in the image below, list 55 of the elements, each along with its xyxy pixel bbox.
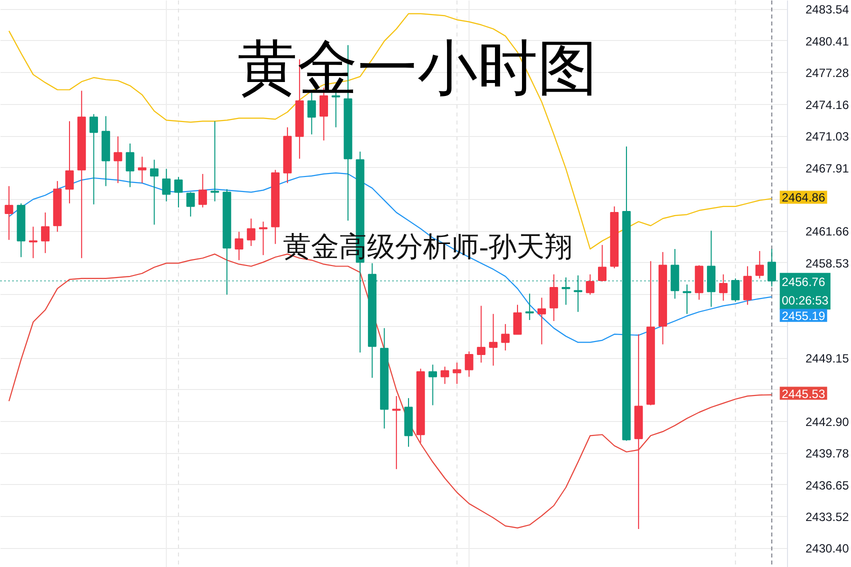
- y-tick-label: 2449.15: [806, 352, 850, 366]
- candlestick: [586, 274, 594, 296]
- candlestick: [89, 114, 98, 205]
- candlestick: [598, 244, 607, 282]
- candlestick: [428, 364, 437, 406]
- candlestick: [126, 143, 134, 188]
- y-tick-label: 2433.52: [806, 510, 850, 524]
- data-label: 2455.19: [782, 308, 826, 323]
- candlestick: [719, 274, 728, 302]
- candlestick: [307, 92, 316, 135]
- y-tick-label: 2480.41: [806, 34, 850, 48]
- candlestick: [114, 136, 122, 184]
- y-tick-label: 2436.65: [806, 478, 850, 492]
- candlestick: [162, 168, 171, 202]
- candlestick: [525, 293, 534, 321]
- candlestick: [234, 231, 244, 261]
- y-tick-label: 2467.91: [806, 161, 850, 176]
- y-tick-label: 2471.03: [806, 130, 850, 144]
- candlestick: [392, 396, 401, 470]
- candlestick: [28, 226, 38, 259]
- line-series: [8, 172, 772, 343]
- candlestick: [246, 218, 256, 246]
- candlestick: [550, 274, 558, 322]
- y-tick-label: 2458.53: [806, 256, 850, 270]
- y-tick-label: 2442.90: [806, 414, 850, 429]
- candlestick: [65, 120, 74, 204]
- candlestick: [210, 120, 220, 202]
- ref-line-label: 2456.76 00:26:53: [782, 274, 829, 308]
- candlestick: [198, 173, 207, 208]
- y-tick-label: 2430.40: [806, 542, 850, 556]
- candlestick: [755, 250, 764, 279]
- candlestick: [537, 297, 546, 345]
- candlestick: [476, 305, 486, 364]
- candlestick: [452, 362, 462, 384]
- candlestick: [41, 212, 50, 254]
- candlestick: [150, 159, 159, 226]
- candlestick: [501, 324, 510, 351]
- data-label: 2464.86: [782, 190, 826, 205]
- candlestick: [513, 304, 522, 335]
- candlestick: [464, 350, 474, 378]
- candlestick: [4, 186, 14, 240]
- candlestick: [743, 266, 752, 306]
- y-tick-label: 2461.66: [806, 224, 850, 239]
- y-tick-label: 2474.16: [806, 98, 850, 112]
- y-tick-label: 2483.54: [806, 2, 850, 17]
- candlestick: [186, 192, 195, 218]
- candlestick: [489, 313, 498, 366]
- candlestick: [258, 221, 268, 256]
- candlestick: [138, 156, 146, 184]
- candlestick: [440, 366, 450, 384]
- candlestick: [174, 176, 183, 208]
- y-tick-label: 2439.78: [806, 446, 850, 461]
- y-tick-label: 2477.28: [806, 66, 850, 80]
- candlestick: [682, 284, 692, 314]
- data-label: 2445.53: [782, 386, 826, 401]
